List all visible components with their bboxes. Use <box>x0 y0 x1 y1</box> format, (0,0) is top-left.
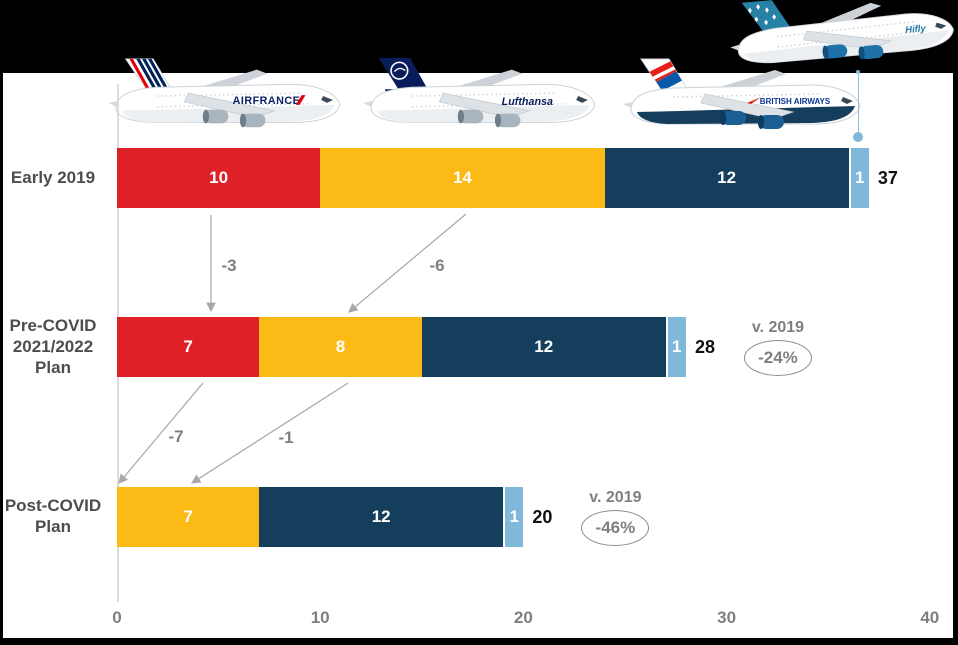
bar-segment-lufthansa-post-covid-plan: 7 <box>117 487 260 547</box>
category-label-line: Pre-COVID <box>9 315 97 335</box>
x-tick-40: 40 <box>920 608 940 627</box>
vs-2019-badge-pre-covid-2021-2022-plan: -24% <box>743 340 812 376</box>
lufthansa-label: Lufthansa <box>502 96 553 108</box>
vs-2019-title-post-covid-plan: v. 2019 <box>589 489 642 506</box>
british-airways-plane-svg: BRITISH AIRWAYS <box>623 58 861 129</box>
air-france-plane-image: AIRFRANCE <box>100 56 345 140</box>
bar-segment-hi-fly-early-2019: 1 <box>848 148 869 208</box>
vs-2019-title-pre-covid-2021-2022-plan: v. 2019 <box>751 319 805 336</box>
delta-arrow-label--1: -1 <box>278 428 294 447</box>
category-label-line: 2021/2022 <box>12 336 94 356</box>
bar-segment-lufthansa-early-2019: 14 <box>320 148 605 208</box>
x-tick-0: 0 <box>112 608 122 627</box>
lufthansa-plane-image: Lufthansa <box>355 56 600 140</box>
bar-total-early-2019: 37 <box>877 167 898 188</box>
bar-segment-british-airways-pre-covid-2021-2022-plan: 12 <box>421 317 666 377</box>
category-label-post-covid-plan: Post-COVID Plan <box>0 495 106 537</box>
bar-segment-hi-fly-post-covid-plan: 1 <box>503 487 524 547</box>
category-label-pre-covid-2021-2022-plan: Pre-COVID 2021/2022 Plan <box>0 315 106 378</box>
category-label-line: Early 2019 <box>10 167 96 187</box>
category-label-early-2019: Early 2019 <box>0 167 106 188</box>
category-label-line: Plan <box>35 517 71 536</box>
air-france-label: AIRFRANCE <box>233 95 301 107</box>
bar-segment-air-france-early-2019: 10 <box>117 148 321 208</box>
air-france-plane-svg: AIRFRANCE <box>108 58 341 128</box>
hi-fly-label: Hifly <box>905 23 927 36</box>
lufthansa-plane-svg: Lufthansa <box>363 57 596 128</box>
x-tick-30: 30 <box>717 608 737 627</box>
bar-total-post-covid-plan: 20 <box>532 506 553 527</box>
x-tick-10: 10 <box>310 608 330 627</box>
bar-segment-air-france-pre-covid-2021-2022-plan: 7 <box>117 317 260 377</box>
vs-2019-badge-post-covid-plan: -46% <box>581 510 650 546</box>
delta-arrow-label--3: -3 <box>221 256 237 275</box>
bar-total-pre-covid-2021-2022-plan: 28 <box>694 336 715 357</box>
category-label-line: Post-COVID <box>4 496 102 515</box>
british-airways-plane-image: BRITISH AIRWAYS <box>615 56 865 142</box>
category-label-line: Plan <box>35 357 71 377</box>
hi-fly-plane-svg: Hifly <box>730 0 954 64</box>
bar-segment-hi-fly-pre-covid-2021-2022-plan: 1 <box>665 317 686 377</box>
bar-segment-lufthansa-pre-covid-2021-2022-plan: 8 <box>259 317 422 377</box>
bar-segment-british-airways-early-2019: 12 <box>604 148 849 208</box>
bar-segment-british-airways-post-covid-plan: 12 <box>259 487 504 547</box>
hifly-callout-dot <box>853 132 863 142</box>
delta-arrow-label--6: -6 <box>429 256 445 275</box>
hifly-callout-line <box>857 72 859 133</box>
x-tick-20: 20 <box>513 608 533 627</box>
delta-arrow-label--7: -7 <box>168 427 184 446</box>
hi-fly-plane-image: Hifly <box>719 0 958 84</box>
british-airways-label: BRITISH AIRWAYS <box>760 97 831 106</box>
